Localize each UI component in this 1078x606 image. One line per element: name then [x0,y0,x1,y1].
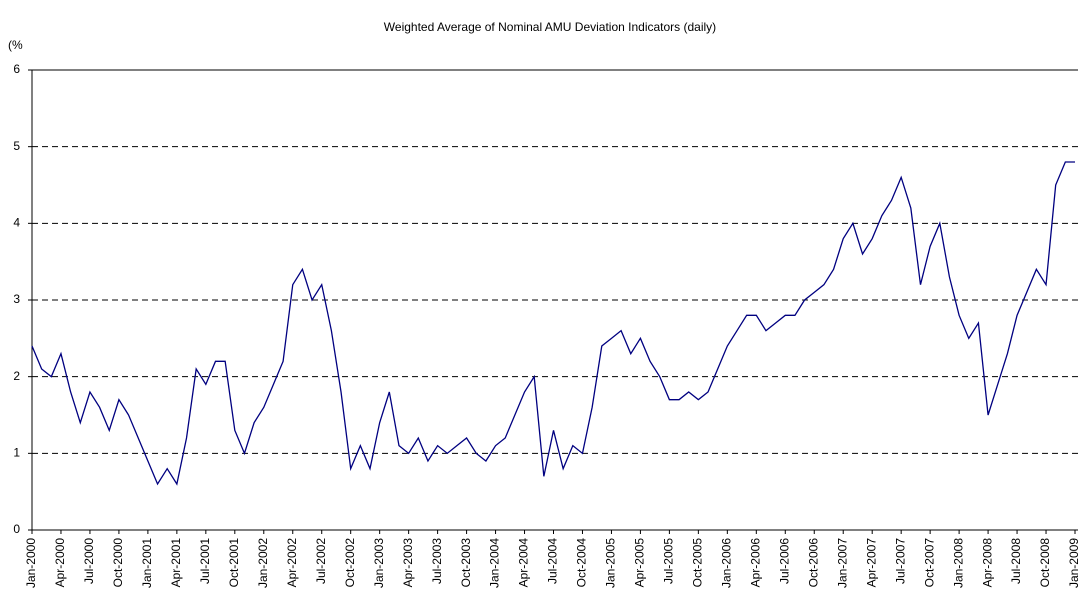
x-tick-label: Oct-2002 [343,538,357,588]
x-tick-label: Jan-2009 [1067,538,1078,588]
x-tick-label: Jul-2005 [662,538,676,584]
x-tick-label: Jul-2008 [1009,538,1023,584]
x-tick-label: Oct-2001 [227,538,241,588]
x-tick-label: Jan-2006 [720,538,734,588]
x-tick-label: Oct-2007 [922,538,936,588]
x-tick-label: Oct-2008 [1038,538,1052,588]
x-tick-label: Jul-2007 [893,538,907,584]
x-tick-label: Jul-2006 [777,538,791,584]
x-tick-label: Apr-2006 [748,538,762,588]
x-tick-label: Jan-2007 [835,538,849,588]
y-tick-label: 0 [13,522,20,536]
x-tick-label: Jul-2004 [546,538,560,584]
x-tick-label: Apr-2000 [53,538,67,588]
x-tick-label: Jan-2002 [256,538,270,588]
x-tick-label: Oct-2000 [111,538,125,588]
x-tick-label: Apr-2003 [401,538,415,588]
x-tick-label: Jul-2001 [198,538,212,584]
x-tick-label: Jan-2008 [951,538,965,588]
x-tick-label: Apr-2004 [517,538,531,588]
x-tick-label: Jul-2000 [82,538,96,584]
x-tick-label: Jan-2003 [372,538,386,588]
x-tick-label: Apr-2007 [864,538,878,588]
chart-title: Weighted Average of Nominal AMU Deviatio… [384,20,716,34]
x-tick-label: Jan-2005 [604,538,618,588]
x-tick-label: Jan-2000 [24,538,38,588]
x-tick-label: Oct-2004 [575,538,589,588]
x-tick-label: Jan-2004 [488,538,502,588]
x-tick-label: Apr-2002 [285,538,299,588]
x-tick-label: Apr-2001 [169,538,183,588]
y-tick-label: 5 [13,139,20,153]
y-tick-label: 2 [13,369,20,383]
x-tick-label: Oct-2005 [691,538,705,588]
x-tick-label: Jul-2003 [430,538,444,584]
x-tick-label: Oct-2006 [806,538,820,588]
x-tick-label: Apr-2005 [633,538,647,588]
x-tick-label: Jul-2002 [314,538,328,584]
y-tick-label: 3 [13,292,20,306]
y-unit-label: (% [8,38,23,52]
y-tick-label: 6 [13,62,20,76]
x-tick-label: Apr-2008 [980,538,994,588]
x-tick-label: Oct-2003 [459,538,473,588]
x-tick-label: Jan-2001 [140,538,154,588]
y-tick-label: 4 [13,216,20,230]
data-line [31,161,1075,486]
y-tick-label: 1 [13,446,20,460]
